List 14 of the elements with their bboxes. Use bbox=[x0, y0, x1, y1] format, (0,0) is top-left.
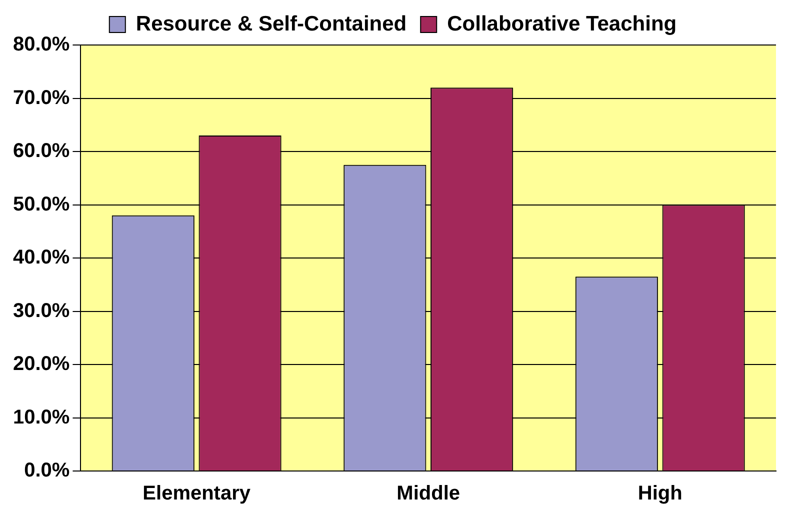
y-tick-label: 60.0% bbox=[12, 140, 70, 162]
y-tick-label: 30.0% bbox=[12, 300, 70, 322]
x-tick-label: Middle bbox=[396, 482, 460, 505]
y-tick-label: 0.0% bbox=[24, 460, 70, 482]
x-tick-label: High bbox=[638, 482, 682, 505]
y-tick-label: 50.0% bbox=[12, 193, 70, 216]
legend-label: Resource & Self-Contained bbox=[136, 12, 407, 36]
y-tick-label: 10.0% bbox=[12, 406, 70, 428]
x-tick-label: Elementary bbox=[142, 482, 252, 505]
legend-label: Collaborative Teaching bbox=[447, 12, 677, 36]
y-tick-label: 70.0% bbox=[12, 86, 70, 109]
y-tick-label: 40.0% bbox=[12, 246, 70, 269]
y-tick-label: 80.0% bbox=[12, 34, 70, 56]
y-tick-label: 20.0% bbox=[12, 353, 70, 376]
